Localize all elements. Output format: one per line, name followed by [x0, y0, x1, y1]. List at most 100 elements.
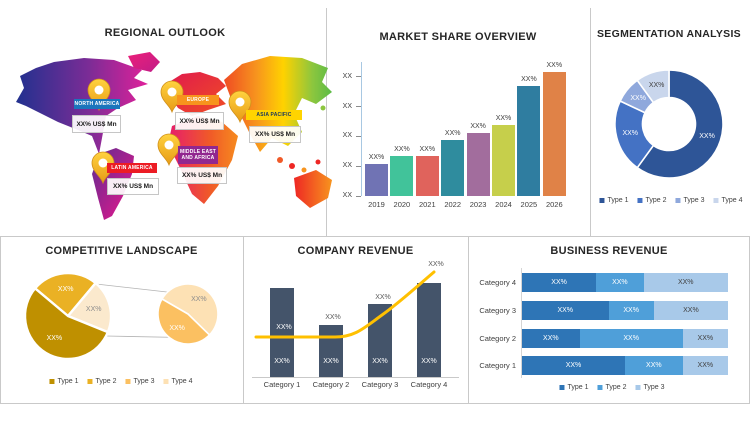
- island-greenland: [128, 52, 160, 72]
- pie-slice-label: XX%: [85, 306, 102, 314]
- bar-value-label: XX%: [394, 146, 410, 154]
- bar-2019: [365, 163, 388, 196]
- business-legend: Type 1 Type 2 Type 3: [559, 384, 665, 391]
- bar-value-label: XX%: [372, 358, 388, 365]
- continent-europe: [166, 72, 226, 116]
- segmentation-donut-chart: [614, 69, 724, 179]
- bar-2024: [492, 125, 515, 196]
- stacked-segment-label: XX%: [697, 335, 714, 342]
- legend-label: Type 3: [683, 197, 705, 204]
- stacked-segment-type-1: [522, 329, 580, 348]
- legend-item: Type 3: [675, 197, 705, 204]
- x-axis-label: Category 2: [312, 380, 350, 389]
- stacked-segment-label: XX%: [677, 279, 694, 286]
- y-axis-label: Category 2: [479, 334, 516, 343]
- divider-bottom-left-edge: [0, 236, 1, 403]
- bar-value-label: XX%: [470, 122, 486, 130]
- bar-category-2: [319, 325, 343, 377]
- bar-value-label: XX%: [421, 358, 437, 365]
- y-axis-tick: [356, 76, 361, 77]
- legend-label: Type 3: [133, 378, 155, 385]
- y-axis-tick: [356, 106, 361, 107]
- map-pin-icon: [87, 78, 111, 112]
- island-japan: [320, 105, 326, 111]
- segmentation-title: SEGMENTATION ANALYSIS: [597, 28, 741, 40]
- y-axis-tick-label: XX: [342, 162, 352, 169]
- legend-item: Type 2: [597, 384, 627, 391]
- bar-category-1: [270, 287, 294, 377]
- bar-value-label: XX%: [368, 153, 385, 161]
- legend-swatch-icon: [713, 198, 719, 203]
- stacked-segment-type-2: [625, 356, 683, 375]
- stacked-segment-type-2: [608, 301, 654, 320]
- legend-swatch-icon: [49, 379, 55, 384]
- legend-item: Type 2: [87, 378, 117, 385]
- secondary-pie-slice-type-3: [157, 297, 211, 345]
- legend-item: Type 2: [637, 197, 667, 204]
- stacked-segment-label: XX%: [612, 279, 628, 286]
- map-pin-icon: [91, 151, 115, 185]
- bar-value-label: XX%: [444, 130, 461, 138]
- continent-australia: [294, 170, 332, 208]
- y-axis-tick-label: XX: [342, 72, 352, 80]
- legend-swatch-icon: [599, 198, 605, 203]
- bar-value-label: XX%: [274, 358, 290, 365]
- stacked-segment-label: XX%: [646, 362, 662, 369]
- island-sea-2: [289, 163, 295, 169]
- donut-slice-type-4: [636, 69, 670, 104]
- pie-slice-type-1: [23, 286, 110, 361]
- market-share-title: MARKET SHARE OVERVIEW: [379, 31, 537, 43]
- legend-swatch-icon: [675, 198, 681, 203]
- x-axis-label: 2025: [520, 200, 538, 209]
- donut-slice-label: XX%: [648, 82, 665, 90]
- region-value-box: XX% US$ Mn: [72, 115, 121, 133]
- secondary-pie-slice-label: XX%: [169, 324, 185, 332]
- stacked-segment-label: XX%: [697, 362, 714, 369]
- stacked-segment-label: XX%: [557, 307, 574, 314]
- map-pin-icon: [157, 133, 181, 167]
- donut-slice-label: XX%: [699, 132, 715, 140]
- map-pin-icon: [228, 90, 252, 124]
- region-label-middle-east-and-africa: MIDDLE EAST AND AFRICA: [178, 146, 218, 164]
- y-axis-line: [361, 62, 362, 196]
- stacked-segment-label: XX%: [565, 362, 582, 369]
- bar-2025: [517, 85, 541, 196]
- legend-label: Type 2: [645, 197, 667, 204]
- legend-label: Type 1: [567, 384, 589, 391]
- stacked-segment-type-2: [596, 273, 644, 292]
- legend-label: Type 4: [171, 378, 193, 385]
- region-label-latin-america: LATIN AMERICA: [107, 163, 157, 173]
- bar-2022: [441, 140, 465, 196]
- stacked-segment-label: XX%: [623, 307, 639, 314]
- y-axis-tick-label: XX: [342, 132, 352, 139]
- island-sea-1: [277, 157, 283, 163]
- region-label-europe: EUROPE: [177, 95, 219, 105]
- y-axis-label: Category 4: [479, 278, 516, 287]
- legend-label: Type 4: [721, 197, 743, 204]
- legend-item: Type 4: [713, 197, 743, 204]
- stacked-segment-type-1: [522, 356, 625, 375]
- legend-label: Type 1: [607, 197, 629, 204]
- line-point-label: XX%: [428, 261, 444, 268]
- stacked-segment-label: XX%: [683, 307, 699, 314]
- divider-bottom-v1: [243, 236, 244, 403]
- secondary-pie-slice-label: XX%: [191, 296, 207, 304]
- x-axis-label: 2022: [444, 200, 462, 209]
- legend-swatch-icon: [597, 385, 603, 390]
- x-axis-label: Category 3: [361, 380, 399, 389]
- bar-value-label: XX%: [323, 358, 339, 365]
- legend-swatch-icon: [87, 379, 93, 384]
- region-label-north-america: NORTH AMERICA: [74, 99, 120, 109]
- stacked-segment-type-1: [522, 273, 597, 292]
- stacked-segment-type-3: [653, 301, 728, 320]
- y-axis-tick: [356, 195, 361, 197]
- pie-slice-label: XX%: [46, 335, 63, 343]
- stacked-segment-type-1: [522, 301, 609, 320]
- x-axis-label: 2023: [469, 200, 487, 209]
- stacked-segment-type-3: [643, 273, 728, 292]
- legend-swatch-icon: [635, 385, 641, 390]
- divider-h-mid: [0, 236, 750, 237]
- divider-h-bottom: [0, 403, 750, 404]
- bar-value-label: XX%: [495, 115, 512, 123]
- stacked-segment-type-3: [682, 356, 728, 375]
